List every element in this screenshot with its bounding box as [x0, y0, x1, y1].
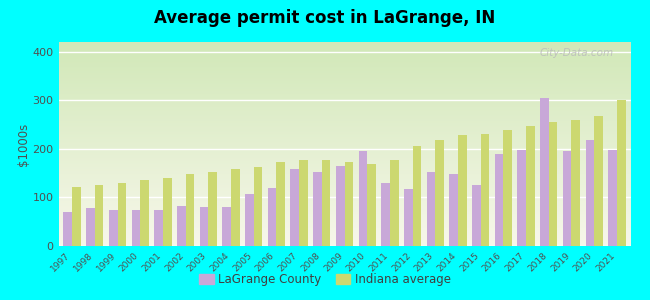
Bar: [95, 185, 103, 246]
Bar: [222, 207, 231, 246]
Bar: [336, 166, 344, 246]
Bar: [426, 172, 436, 246]
Bar: [540, 98, 549, 246]
Bar: [472, 185, 481, 246]
Legend: LaGrange County, Indiana average: LaGrange County, Indiana average: [195, 269, 455, 291]
Bar: [72, 187, 81, 246]
Bar: [118, 183, 126, 246]
Bar: [254, 167, 263, 246]
Bar: [359, 151, 367, 246]
Bar: [503, 130, 512, 246]
Bar: [526, 125, 535, 246]
Bar: [594, 116, 603, 246]
Bar: [563, 151, 571, 246]
Bar: [413, 146, 421, 246]
Bar: [177, 206, 186, 246]
Bar: [517, 150, 526, 246]
Bar: [163, 178, 172, 246]
Bar: [322, 160, 330, 246]
Bar: [549, 122, 558, 246]
Bar: [299, 160, 307, 246]
Bar: [586, 140, 594, 246]
Bar: [154, 210, 163, 246]
Bar: [382, 183, 390, 246]
Bar: [86, 208, 95, 246]
Bar: [231, 169, 240, 246]
Bar: [481, 134, 489, 246]
Bar: [404, 189, 413, 246]
Bar: [344, 163, 353, 246]
Y-axis label: $1000s: $1000s: [17, 122, 30, 166]
Bar: [276, 162, 285, 246]
Bar: [64, 212, 72, 246]
Bar: [291, 169, 299, 246]
Bar: [245, 194, 254, 246]
Bar: [617, 100, 625, 246]
Bar: [186, 174, 194, 246]
Bar: [109, 210, 118, 246]
Bar: [436, 140, 444, 246]
Bar: [608, 150, 617, 246]
Bar: [390, 160, 398, 246]
Bar: [268, 188, 276, 246]
Bar: [571, 120, 580, 246]
Bar: [495, 154, 503, 246]
Bar: [449, 174, 458, 246]
Bar: [208, 172, 217, 246]
Text: City-Data.com: City-Data.com: [540, 48, 614, 58]
Bar: [313, 172, 322, 246]
Bar: [458, 135, 467, 246]
Bar: [200, 207, 208, 246]
Bar: [140, 180, 149, 246]
Bar: [131, 210, 140, 246]
Text: Average permit cost in LaGrange, IN: Average permit cost in LaGrange, IN: [155, 9, 495, 27]
Bar: [367, 164, 376, 246]
